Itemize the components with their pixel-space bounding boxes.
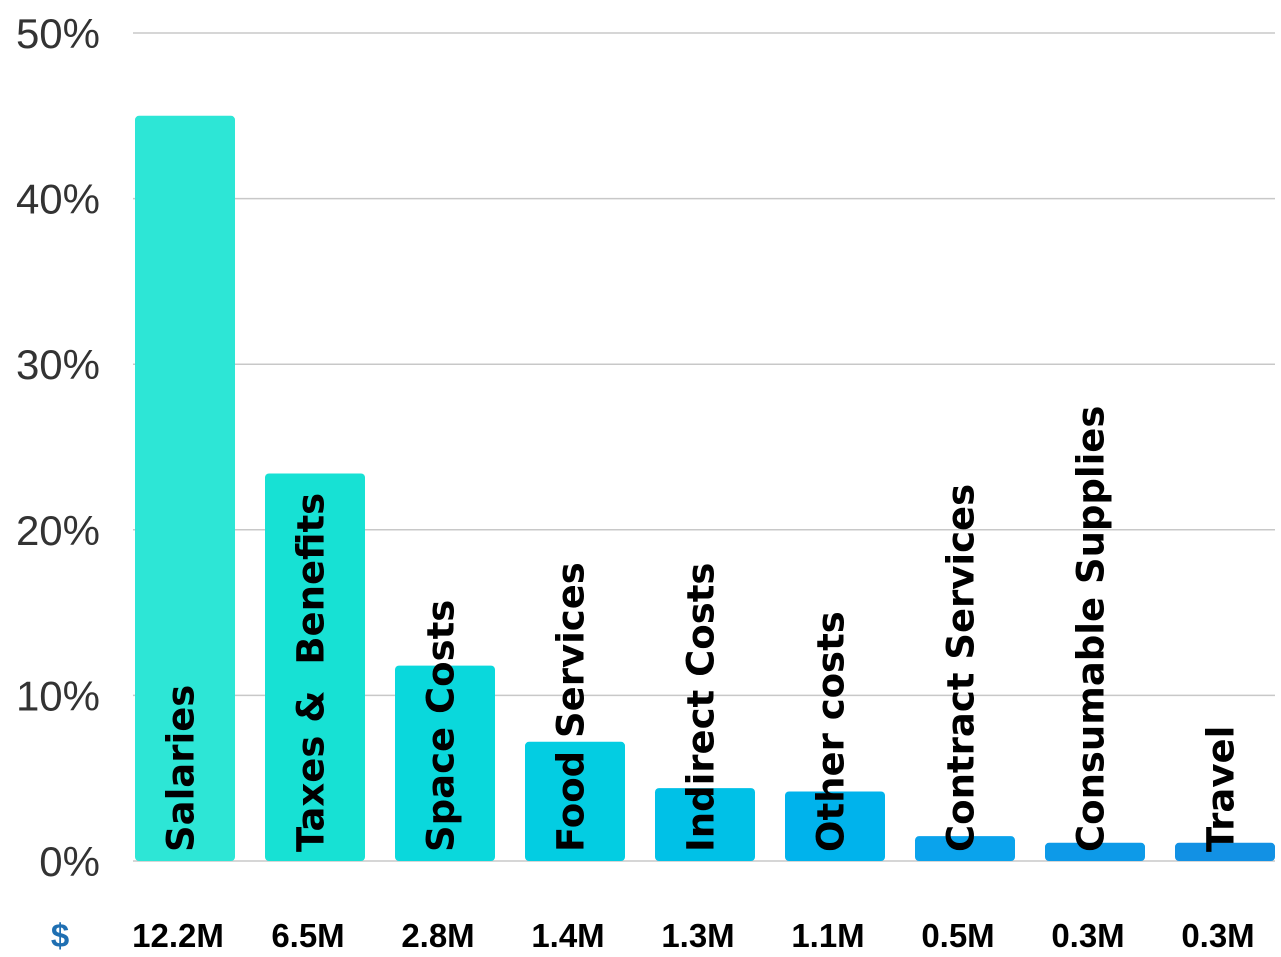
bar-amount-label: 0.5M <box>921 917 994 954</box>
y-tick-label: 0% <box>39 838 100 885</box>
bar-category-label: Salaries <box>160 685 203 852</box>
bar-category-label: Food Services <box>550 562 593 852</box>
y-tick-label: 40% <box>16 176 100 223</box>
bar-labels: Salaries Taxes & Benefits Space Costs Food … <box>160 406 1243 852</box>
y-tick-label: 10% <box>16 672 100 719</box>
bar-amount-label: 0.3M <box>1181 917 1254 954</box>
bar-amount-label: 12.2M <box>132 917 224 954</box>
bar-category-label: Indirect Costs <box>680 563 723 852</box>
bar-category-label: Taxes & Benefits <box>290 493 333 852</box>
bar-category-label: Other costs <box>810 611 853 852</box>
bar-category-label: Consumable Supplies <box>1070 406 1113 852</box>
bar-category-label: Space Costs <box>420 600 463 852</box>
y-tick-label: 30% <box>16 341 100 388</box>
amount-labels: $ 12.2M 6.5M 2.8M 1.4M 1.3M 1.1M 0.5M 0.3M 0.3M <box>51 917 1255 954</box>
bar-amount-label: 1.1M <box>791 917 864 954</box>
bar-amount-label: 6.5M <box>271 917 344 954</box>
bar-category-label: Travel <box>1200 726 1243 852</box>
currency-symbol: $ <box>51 917 69 954</box>
y-axis: 0% 10% 20% 30% 40% 50% <box>16 10 100 885</box>
y-tick-label: 20% <box>16 507 100 554</box>
bar-amount-label: 1.3M <box>661 917 734 954</box>
bar-amount-label: 1.4M <box>531 917 604 954</box>
bar-category-label: Contract Services <box>940 484 983 852</box>
bar-amount-label: 2.8M <box>401 917 474 954</box>
y-tick-label: 50% <box>16 10 100 57</box>
bar-amount-label: 0.3M <box>1051 917 1124 954</box>
